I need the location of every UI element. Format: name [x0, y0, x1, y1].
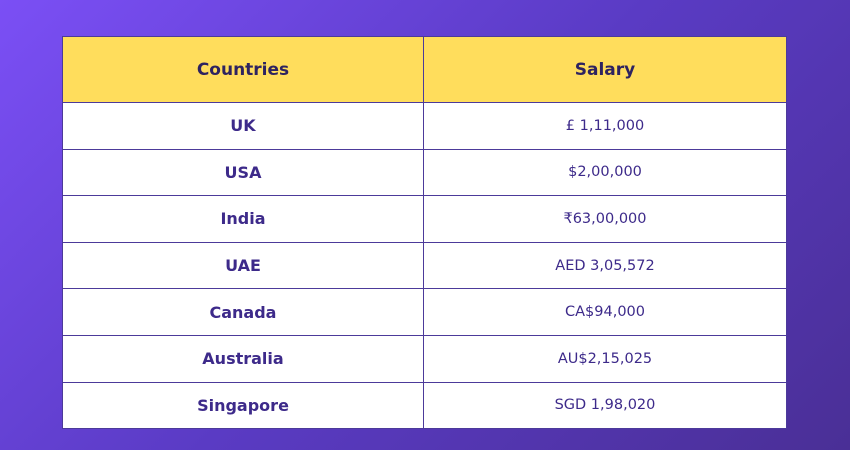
country-cell: Australia	[62, 334, 424, 383]
country-cell: Canada	[62, 288, 424, 336]
country-cell: UK	[62, 102, 424, 150]
country-cell: USA	[62, 148, 424, 197]
salary-cell: AU$2,15,025	[423, 334, 787, 383]
row: USA $2,00,000	[62, 148, 787, 197]
salary-cell: AED 3,05,572	[423, 241, 787, 290]
salary-cell: SGD 1,98,020	[423, 381, 787, 430]
salary-cell: CA$94,000	[423, 288, 787, 336]
row: India ₹63,00,000	[62, 195, 787, 243]
header-cell: Salary	[423, 36, 787, 103]
header-row: Countries Salary	[62, 36, 787, 103]
salary-cell: £ 1,11,000	[423, 102, 787, 150]
country-cell: Singapore	[62, 381, 424, 430]
salary-table: Countries Salary UK £ 1,11,000 USA $2,00,00…	[62, 36, 787, 430]
country-cell: UAE	[62, 241, 424, 290]
salary-cell: $2,00,000	[423, 148, 787, 197]
row: Canada CA$94,000	[62, 288, 787, 336]
header-cell: Countries	[62, 36, 424, 103]
row: UK £ 1,11,000	[62, 102, 787, 150]
row: Singapore SGD 1,98,020	[62, 381, 787, 430]
salary-cell: ₹63,00,000	[423, 195, 787, 243]
row: UAE AED 3,05,572	[62, 241, 787, 290]
row: Australia AU$2,15,025	[62, 334, 787, 383]
country-cell: India	[62, 195, 424, 243]
